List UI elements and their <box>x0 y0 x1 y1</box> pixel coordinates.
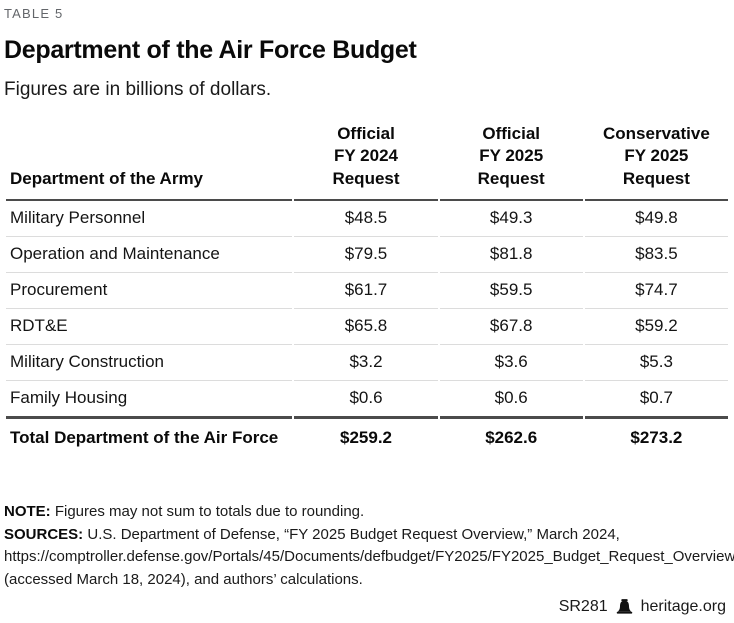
column-header-line: Official <box>482 124 540 143</box>
cell-value: $3.6 <box>439 345 583 382</box>
table-row: Military Personnel $48.5 $49.3 $49.8 <box>6 201 728 238</box>
table-number-label: TABLE 5 <box>4 6 64 21</box>
table-row: RDT&E $65.8 $67.8 $59.2 <box>6 309 728 346</box>
cell-value: $59.5 <box>439 273 583 310</box>
cell-value: $61.7 <box>294 273 438 310</box>
total-row-label: Total Department of the Air Force <box>6 416 293 457</box>
cell-value: $81.8 <box>439 237 583 274</box>
column-header-official-fy2025: Official FY 2025 Request <box>439 123 583 202</box>
row-label: Military Construction <box>6 345 293 382</box>
table-row: Family Housing $0.6 $0.6 $0.7 <box>6 381 728 416</box>
page-title: Department of the Air Force Budget <box>4 36 417 64</box>
cell-value: $0.7 <box>639 388 673 408</box>
row-label: Military Personnel <box>6 201 293 238</box>
table-total-row: Total Department of the Air Force $259.2… <box>6 416 728 457</box>
column-header-line: Conservative <box>603 124 710 143</box>
column-header-line: Request <box>477 168 545 188</box>
cell-value: $49.8 <box>584 201 728 238</box>
total-cell-value: $259.2 <box>294 416 438 457</box>
note-line: NOTE: Figures may not sum to totals due … <box>4 501 730 524</box>
column-header-conservative-fy2025: Conservative FY 2025 Request <box>584 123 728 202</box>
table-row: Operation and Maintenance $79.5 $81.8 $8… <box>6 237 728 274</box>
column-header-line: FY 2024 <box>334 146 398 166</box>
row-label: Operation and Maintenance <box>6 237 293 274</box>
total-cell-value: $273.2 <box>584 416 728 457</box>
cell-value: $5.3 <box>584 345 728 382</box>
cell-value: $59.2 <box>584 309 728 346</box>
page-subtitle: Figures are in billions of dollars. <box>4 79 272 100</box>
column-header-line: Request <box>332 168 400 188</box>
sources-label: SOURCES: <box>4 525 84 543</box>
total-cell-value: $262.6 <box>439 416 583 457</box>
note-label: NOTE: <box>4 503 51 521</box>
page-footer: SR281 heritage.org <box>559 598 726 616</box>
column-header-line: Official <box>337 124 395 143</box>
sources-text: U.S. Department of Defense, “FY 2025 Bud… <box>4 525 734 588</box>
row-label: RDT&E <box>6 309 293 346</box>
row-label: Procurement <box>6 273 293 310</box>
cell-value: $65.8 <box>294 309 438 346</box>
row-label: Family Housing <box>10 388 128 408</box>
budget-table: Department of the Army Official FY 2024 … <box>4 123 730 457</box>
table-row: Military Construction $3.2 $3.6 $5.3 <box>6 345 728 382</box>
cell-value: $79.5 <box>294 237 438 274</box>
cell-value: $3.2 <box>294 345 438 382</box>
note-text: Figures may not sum to totals due to rou… <box>50 503 365 521</box>
column-header-line: FY 2025 <box>624 146 689 166</box>
footer-site: heritage.org <box>640 598 726 615</box>
heritage-bell-icon <box>615 599 634 615</box>
cell-value: $48.5 <box>294 201 438 238</box>
column-header-line: Request <box>622 168 690 188</box>
table-header-row: Department of the Army Official FY 2024 … <box>6 123 728 202</box>
report-id: SR281 <box>558 598 608 615</box>
table-row: Procurement $61.7 $59.5 $74.7 <box>6 273 728 310</box>
column-header-official-fy2024: Official FY 2024 Request <box>294 123 438 202</box>
cell-value: $0.6 <box>349 388 383 408</box>
cell-value: $49.3 <box>439 201 583 238</box>
notes-section: NOTE: Figures may not sum to totals due … <box>4 501 734 592</box>
cell-value: $67.8 <box>439 309 583 346</box>
cell-value: $74.7 <box>584 273 728 310</box>
cell-value: $83.5 <box>584 237 728 274</box>
column-header-department: Department of the Army <box>6 123 293 202</box>
cell-value: $0.6 <box>494 388 528 408</box>
column-header-line: FY 2025 <box>479 146 544 166</box>
sources-line: SOURCES: U.S. Department of Defense, “FY… <box>4 524 734 592</box>
